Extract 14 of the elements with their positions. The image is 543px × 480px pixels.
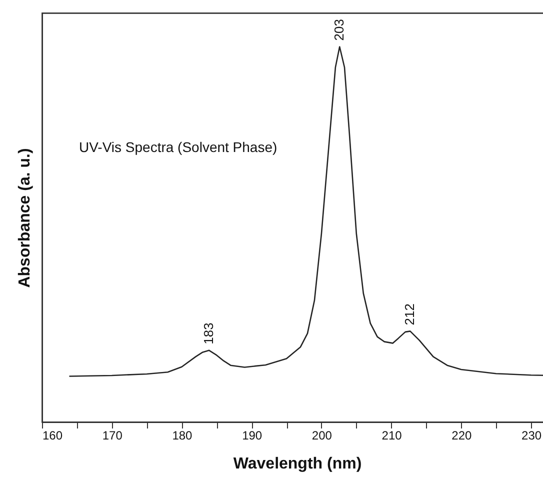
x-tick-label: 160 <box>42 428 63 442</box>
x-tick-label: 180 <box>172 428 193 442</box>
y-axis-title: Absorbance (a. u.) <box>16 148 34 288</box>
annotation: 212 <box>402 303 418 326</box>
annotation: UV-Vis Spectra (Solvent Phase) <box>79 139 278 155</box>
x-axis-title: Wavelength (nm) <box>233 456 362 472</box>
x-tick-label: 170 <box>102 428 123 442</box>
x-tick-label: 220 <box>452 428 472 442</box>
x-tick-label: 200 <box>312 428 332 442</box>
x-tick-label: 230 <box>522 428 542 442</box>
x-tick-label: 210 <box>382 428 402 442</box>
annotation: 183 <box>200 322 216 344</box>
annotation: 203 <box>332 19 347 41</box>
x-tick-label: 190 <box>242 428 262 442</box>
